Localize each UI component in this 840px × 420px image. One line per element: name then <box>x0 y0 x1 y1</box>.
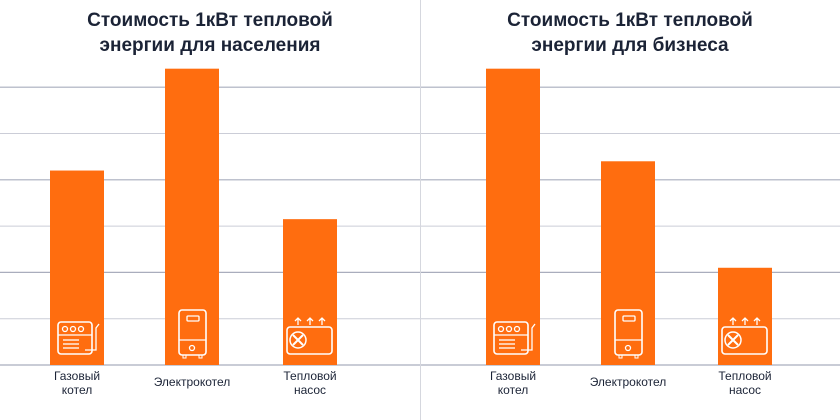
bar-group <box>486 68 540 366</box>
chart-title: Стоимость 1кВт тепловой энергии для бизн… <box>507 10 753 56</box>
electric-boiler-icon <box>178 309 207 359</box>
divider <box>420 0 421 420</box>
category-label: Тепловой насос <box>718 369 772 397</box>
bar <box>50 170 104 365</box>
bar-group <box>601 161 655 365</box>
heat-pump-icon <box>721 317 768 355</box>
chart-business: Стоимость 1кВт тепловой энергии для бизн… <box>420 0 840 420</box>
bar-group <box>718 267 772 365</box>
gas-boiler-icon <box>57 321 100 355</box>
heat-pump-icon <box>286 317 333 355</box>
chart-title: Стоимость 1кВт тепловой энергии для насе… <box>87 10 333 56</box>
chart-population: Стоимость 1кВт тепловой энергии для насе… <box>87 10 333 56</box>
category-label: Газовый котел <box>489 369 537 397</box>
bar-group <box>165 68 219 366</box>
electric-boiler-icon <box>614 309 643 359</box>
category-label: Электрокотел <box>153 375 231 389</box>
bar-group <box>50 170 104 365</box>
category-label: Тепловой насос <box>283 369 337 397</box>
gas-boiler-icon <box>493 321 536 355</box>
bar <box>283 219 337 365</box>
bar <box>601 161 655 365</box>
category-label: Электрокотел <box>589 375 667 389</box>
bar <box>718 267 772 365</box>
bar-group <box>283 219 337 365</box>
category-label: Газовый котел <box>53 369 101 397</box>
bar <box>486 68 540 366</box>
